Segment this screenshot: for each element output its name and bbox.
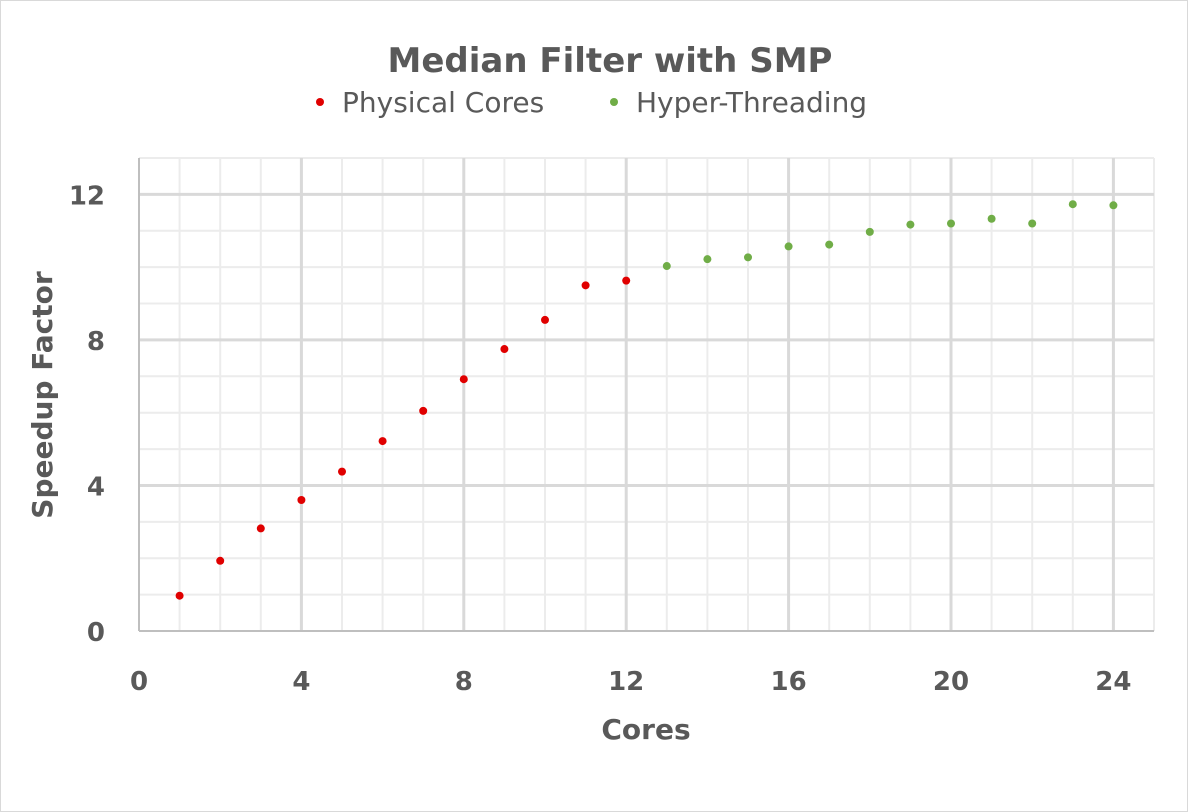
legend-label-physical-cores: Physical Cores — [342, 86, 544, 119]
legend-marker-physical-cores — [316, 98, 324, 106]
major-gridlines — [139, 158, 1154, 631]
legend-label-hyper-threading: Hyper-Threading — [636, 86, 867, 119]
data-point-physical-cores — [500, 345, 509, 354]
data-point-hyper-threading — [906, 220, 915, 229]
data-point-physical-cores — [581, 281, 590, 290]
y-tick-label: 0 — [87, 618, 105, 648]
data-point-hyper-threading — [825, 240, 834, 249]
data-point-hyper-threading — [784, 242, 793, 251]
x-axis-tick-labels: 0 4 8 12 16 20 24 — [130, 667, 1132, 697]
data-points — [175, 200, 1118, 600]
data-point-physical-cores — [459, 375, 468, 384]
x-axis-title: Cores — [601, 713, 690, 746]
data-point-hyper-threading — [703, 255, 712, 264]
data-point-physical-cores — [175, 591, 184, 600]
data-point-hyper-threading — [865, 227, 874, 236]
data-point-hyper-threading — [987, 214, 996, 223]
x-tick-label: 20 — [933, 667, 969, 697]
data-point-hyper-threading — [1068, 200, 1077, 209]
y-tick-label: 4 — [87, 472, 105, 502]
minor-gridlines — [139, 157, 1155, 631]
data-point-hyper-threading — [1109, 201, 1118, 210]
data-point-physical-cores — [419, 406, 428, 415]
y-tick-label: 12 — [69, 181, 105, 211]
data-point-hyper-threading — [662, 262, 671, 271]
data-point-hyper-threading — [1028, 219, 1037, 228]
data-point-physical-cores — [541, 315, 549, 324]
chart-title: Median Filter with SMP — [388, 41, 833, 81]
data-point-physical-cores — [338, 467, 346, 476]
data-point-hyper-threading — [744, 253, 752, 262]
data-point-physical-cores — [378, 437, 387, 446]
data-point-hyper-threading — [947, 219, 955, 228]
y-tick-label: 8 — [87, 327, 105, 357]
data-point-physical-cores — [622, 276, 631, 285]
x-tick-label: 16 — [771, 667, 807, 697]
x-tick-label: 8 — [455, 667, 473, 697]
x-tick-label: 0 — [130, 667, 148, 697]
data-point-physical-cores — [216, 556, 225, 565]
x-tick-label: 12 — [608, 667, 644, 697]
y-axis-tick-labels: 0 4 8 12 — [69, 181, 105, 648]
data-point-physical-cores — [256, 524, 265, 533]
x-tick-label: 4 — [292, 667, 310, 697]
x-tick-label: 24 — [1095, 667, 1131, 697]
legend: Physical Cores Hyper-Threading — [316, 86, 867, 119]
axes — [138, 158, 1154, 632]
legend-marker-hyper-threading — [610, 98, 618, 106]
data-point-physical-cores — [297, 496, 306, 505]
y-axis-title: Speedup Factor — [26, 271, 59, 519]
